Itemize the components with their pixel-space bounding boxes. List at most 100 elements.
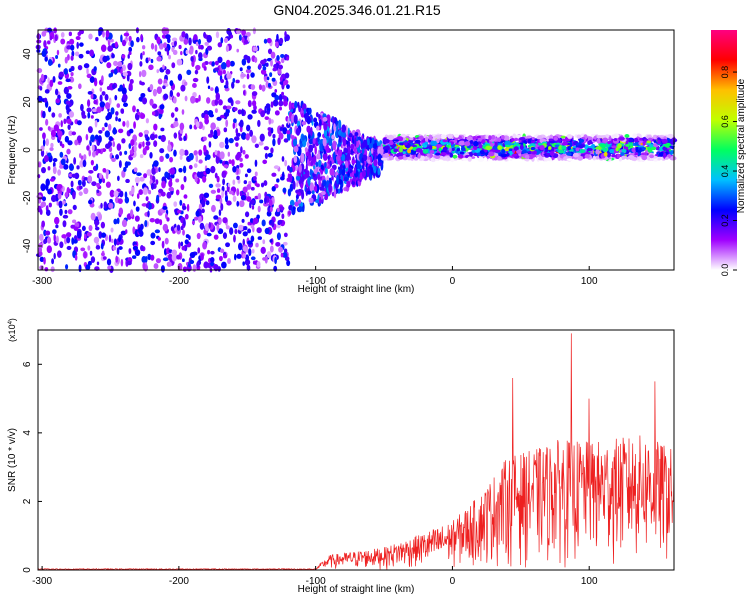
heatmap-cell [116,217,120,225]
heatmap-cell [497,145,503,150]
heatmap-cell [328,137,333,147]
heatmap-cell [60,158,66,166]
heatmap-cell [545,157,552,161]
heatmap-cell [241,29,247,36]
snr-panel: -300 -200 -100 0 100 0 2 4 6 Height of straight… [7,318,675,595]
heatmap-cell [252,217,259,225]
heatmap-cell [205,97,211,104]
heatmap-cell [72,219,77,224]
heatmap-cell [76,41,79,49]
heatmap-cell [47,40,51,45]
heatmap-cell [102,256,107,260]
heatmap-cell [100,242,104,250]
heatmap-cell [294,201,299,207]
heatmap-cell [117,175,120,182]
heatmap-cell [149,98,154,106]
heatmap-cell [315,112,319,118]
heatmap-cell [305,187,309,197]
heatmap-cell [174,208,180,216]
heatmap-cell [308,144,314,153]
heatmap-cell [77,65,83,71]
heatmap-cell [244,39,249,45]
colorbar-tick-label: 0.6 [720,115,730,128]
heatmap-cell [242,231,248,237]
heatmap-cell [309,182,315,192]
heatmap-cell [57,81,63,85]
heatmap-cell [74,139,79,146]
heatmap-cell [138,189,144,195]
heatmap-cell [264,196,267,204]
heatmap-cell [402,154,407,159]
heatmap-cell [105,181,111,188]
heatmap-cell [242,186,248,193]
heatmap-cell [128,248,132,254]
heatmap-cell [278,219,283,225]
heatmap-cell [39,265,44,271]
heatmap-cell [317,173,321,181]
heatmap-cell [48,202,52,208]
heatmap-cell [274,88,278,93]
heatmap-cell [66,232,72,238]
heatmap-cell [205,200,210,206]
heatmap-cell [245,254,250,261]
heatmap-cell [109,199,113,204]
heatmap-cell [89,76,95,83]
heatmap-cell [239,157,243,162]
heatmap-cell [283,232,288,238]
heatmap-cell [123,102,129,108]
heatmap-cell [69,163,75,171]
heatmap-cell [561,145,567,150]
heatmap-cell [273,265,278,272]
heatmap-cell [368,143,374,149]
heatmap-cell [54,88,59,96]
heatmap-cell [116,143,122,151]
heatmap-cell [97,213,103,221]
heatmap-cell [193,216,199,221]
heatmap-cell [115,154,120,160]
heatmap-cell [537,135,543,140]
heatmap-cell [267,127,272,132]
heatmap-cell [616,153,620,159]
heatmap-cell [353,166,357,174]
heatmap-cell [452,154,458,159]
heatmap-cell [184,95,188,102]
heatmap-cell [83,187,89,195]
heatmap-cell [91,108,98,113]
heatmap-cell [216,223,220,232]
heatmap-cell [154,218,161,225]
heatmap-cell [284,72,290,79]
heatmap-cell [518,137,526,141]
heatmap-cell [244,173,248,178]
heatmap-cell [134,215,140,222]
heatmap-cell [147,253,152,261]
heatmap-cell [96,182,101,188]
heatmap-cell [58,71,65,78]
heatmap-cell [293,155,298,163]
heatmap-cell [76,120,82,126]
heatmap-cell [661,138,668,144]
heatmap-cell [80,103,84,112]
heatmap-cell [120,68,123,75]
heatmap-cell [287,165,291,172]
heatmap-cell [301,121,307,126]
heatmap-cell [267,152,273,158]
top-x-tick-label: -100 [306,276,326,287]
heatmap-cell [361,157,364,164]
heatmap-cell [65,100,71,105]
heatmap-cell [161,240,165,249]
heatmap-cell [163,42,168,49]
heatmap-cell [178,241,181,250]
heatmap-cell [134,176,141,184]
heatmap-cell [198,94,201,102]
heatmap-cell [43,40,47,48]
heatmap-cell [379,145,384,156]
heatmap-cell [301,169,304,177]
heatmap-cell [408,134,415,138]
heatmap-cell [351,159,356,164]
heatmap-cell [246,124,251,132]
heatmap-cell [276,232,281,241]
heatmap-cell [78,264,82,273]
heatmap-cell [123,166,127,173]
heatmap-cell [272,138,276,147]
